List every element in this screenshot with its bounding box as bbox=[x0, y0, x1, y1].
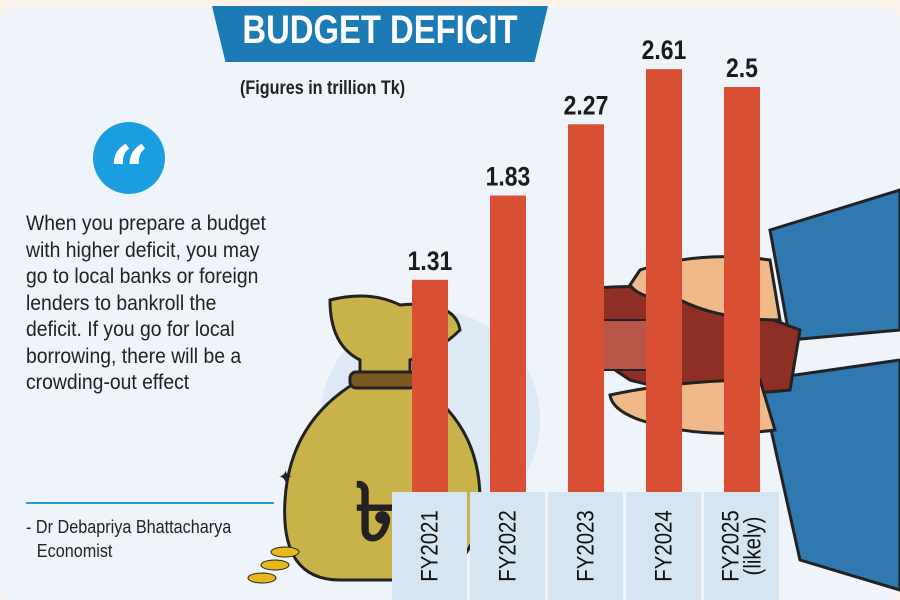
sparkle-icon: ✦ bbox=[278, 467, 293, 487]
data-label: 2.27 bbox=[564, 91, 609, 121]
bar bbox=[724, 87, 760, 492]
tick-label: FY2023 bbox=[572, 510, 599, 581]
data-label: 2.61 bbox=[642, 35, 687, 65]
tick-label: FY2025 bbox=[717, 510, 744, 581]
author-role: Economist bbox=[36, 541, 113, 561]
quote-text: When you prepare a budget with higher de… bbox=[26, 211, 266, 394]
bar bbox=[490, 195, 526, 493]
category-box bbox=[626, 492, 701, 600]
quote-author: - Dr Debapriya Bhattacharya Economist bbox=[26, 515, 231, 563]
data-label: 2.5 bbox=[726, 53, 758, 83]
tick-label: FY2022 bbox=[494, 510, 521, 581]
tick-label: FY2021 bbox=[416, 510, 443, 581]
title-banner bbox=[212, 6, 548, 62]
bar bbox=[412, 279, 448, 492]
tick-label: FY2024 bbox=[650, 510, 677, 581]
data-label: 1.83 bbox=[486, 162, 531, 192]
category-box bbox=[548, 492, 623, 600]
category-box bbox=[392, 492, 467, 600]
chart-title: BUDGET DEFICIT bbox=[242, 8, 518, 52]
bar bbox=[646, 69, 682, 493]
divider bbox=[26, 502, 274, 504]
category-box bbox=[470, 492, 545, 600]
bar-chart: 1.31 FY2021 1.83 FY2022 2.27 FY2023 2.61 FY2024… bbox=[392, 35, 779, 600]
tick-label: (likely) bbox=[739, 517, 766, 576]
chart-subtitle: (Figures in trillion Tk) bbox=[240, 78, 406, 99]
category-box bbox=[704, 492, 779, 600]
bar bbox=[568, 124, 604, 492]
svg-text:৳: ৳ bbox=[355, 466, 395, 559]
quote-icon: “ bbox=[93, 122, 165, 213]
data-label: 1.31 bbox=[408, 246, 453, 276]
author-name: - Dr Debapriya Bhattacharya bbox=[26, 517, 232, 537]
